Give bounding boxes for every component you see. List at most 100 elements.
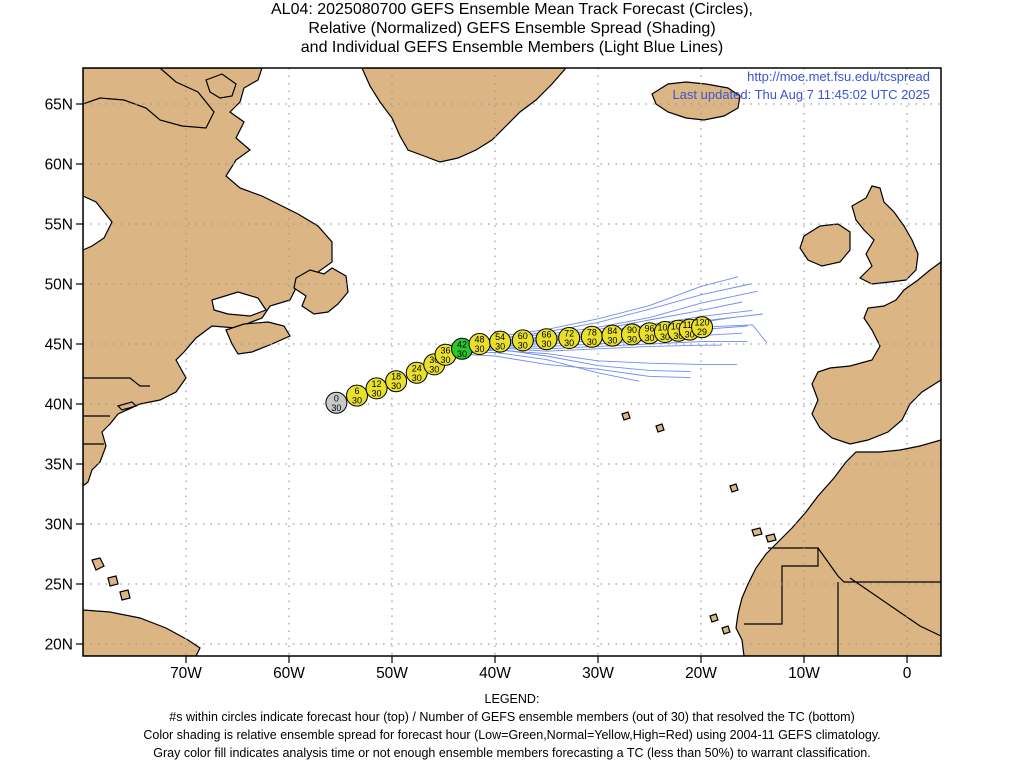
lon-label: 0 bbox=[903, 665, 912, 682]
credit-url[interactable]: http://moe.met.fsu.edu/tcspread bbox=[747, 69, 930, 84]
longitude-labels: 70W 60W 50W 40W 30W 20W 10W 0 bbox=[170, 665, 912, 682]
forecast-circle-fill bbox=[385, 370, 408, 393]
baffin-island-land bbox=[83, 68, 215, 129]
member-count-label: 30 bbox=[607, 336, 617, 346]
forecast-hour-label: 12 bbox=[372, 379, 382, 389]
forecast-circle-fill bbox=[489, 330, 512, 353]
member-count-label: 30 bbox=[441, 355, 451, 365]
europe-land bbox=[811, 261, 941, 445]
member-count-label: 30 bbox=[660, 332, 670, 342]
member-count-label: 30 bbox=[541, 339, 551, 349]
mean-track-circles: 0306301230183024303030363042304830543060… bbox=[325, 316, 714, 414]
member-count-label: 30 bbox=[412, 373, 422, 383]
member-count-label: 30 bbox=[391, 381, 401, 391]
legend-block: LEGEND: #s within circles indicate forec… bbox=[0, 690, 1024, 762]
plot-frame bbox=[82, 67, 942, 657]
axis-ticks bbox=[76, 103, 908, 663]
forecast-hour-label: 42 bbox=[457, 339, 467, 349]
forecast-hour-label: 102 bbox=[657, 323, 672, 333]
africa-borders bbox=[744, 547, 941, 656]
member-count-label: 29 bbox=[697, 327, 707, 337]
forecast-hour-label: 84 bbox=[607, 326, 617, 336]
newfoundland-land bbox=[293, 267, 349, 315]
lat-label: 35N bbox=[45, 457, 73, 474]
lat-label: 50N bbox=[45, 277, 73, 294]
lon-label: 20W bbox=[685, 665, 717, 682]
forecast-hour-label: 18 bbox=[391, 372, 401, 382]
lat-label: 55N bbox=[45, 217, 73, 234]
member-count-label: 30 bbox=[685, 330, 695, 340]
forecast-hour-label: 78 bbox=[587, 327, 597, 337]
arctic-island-land bbox=[205, 73, 237, 99]
hudson-bay-water bbox=[83, 195, 113, 251]
north-america-land bbox=[83, 68, 333, 487]
nova-scotia-land bbox=[225, 321, 291, 355]
lon-label: 70W bbox=[170, 665, 202, 682]
lat-label: 60N bbox=[45, 157, 73, 174]
land-layer bbox=[83, 68, 941, 656]
forecast-circle-fill bbox=[558, 327, 581, 349]
credit-updated: Last updated: Thu Aug 7 11:45:02 UTC 202… bbox=[672, 87, 930, 102]
member-count-label: 30 bbox=[475, 344, 485, 354]
forecast-hour-label: 24 bbox=[412, 363, 422, 373]
member-count-label: 30 bbox=[644, 333, 654, 343]
forecast-hour-label: 72 bbox=[564, 329, 574, 339]
member-count-label: 30 bbox=[331, 403, 341, 413]
lon-label: 30W bbox=[582, 665, 614, 682]
forecast-circle-fill bbox=[325, 391, 348, 414]
lat-label: 20N bbox=[45, 637, 73, 654]
member-track-line bbox=[448, 353, 691, 379]
member-count-label: 30 bbox=[429, 364, 439, 374]
great-britain-land bbox=[851, 185, 919, 285]
us-canada-border bbox=[83, 377, 150, 445]
forecast-circle-fill bbox=[535, 328, 558, 351]
africa-land bbox=[735, 439, 941, 656]
forecast-hour-label: 36 bbox=[441, 345, 451, 355]
member-count-label: 30 bbox=[457, 349, 467, 359]
forecast-circle: 630 bbox=[345, 384, 368, 407]
member-count-label: 30 bbox=[372, 388, 382, 398]
lat-label: 65N bbox=[45, 97, 73, 114]
canary-islands bbox=[751, 527, 777, 543]
legend-line-3: Gray color fill indicates analysis time … bbox=[153, 746, 871, 760]
member-count-label: 30 bbox=[352, 396, 362, 406]
chart-title-block: AL04: 2025080700 GEFS Ensemble Mean Trac… bbox=[0, 0, 1024, 57]
latitude-labels: 65N 60N 55N 50N 45N 40N 35N 30N 25N 20N bbox=[45, 97, 73, 654]
lat-label: 40N bbox=[45, 397, 73, 414]
cuba-land bbox=[83, 609, 201, 656]
forecast-circle-fill bbox=[691, 316, 714, 339]
lon-label: 50W bbox=[376, 665, 408, 682]
forecast-circle: 030 bbox=[325, 391, 348, 414]
forecast-circle-fill bbox=[365, 377, 388, 400]
long-island-land bbox=[116, 401, 138, 411]
member-count-label: 30 bbox=[587, 337, 597, 347]
forecast-hour-label: 54 bbox=[495, 332, 505, 342]
lon-label: 10W bbox=[788, 665, 820, 682]
forecast-hour-label: 60 bbox=[518, 331, 528, 341]
member-count-label: 30 bbox=[673, 331, 683, 341]
lat-label: 25N bbox=[45, 577, 73, 594]
title-line-2: Relative (Normalized) GEFS Ensemble Spre… bbox=[308, 20, 716, 37]
lon-label: 60W bbox=[273, 665, 305, 682]
forecast-circle-fill bbox=[511, 329, 534, 352]
member-count-label: 30 bbox=[627, 334, 637, 344]
lat-label: 30N bbox=[45, 517, 73, 534]
graticule bbox=[83, 68, 941, 656]
forecast-hour-label: 96 bbox=[644, 324, 654, 334]
member-count-label: 30 bbox=[564, 338, 574, 348]
forecast-hour-label: 30 bbox=[429, 355, 439, 365]
forecast-hour-label: 0 bbox=[334, 393, 339, 403]
ireland-land bbox=[799, 223, 851, 267]
